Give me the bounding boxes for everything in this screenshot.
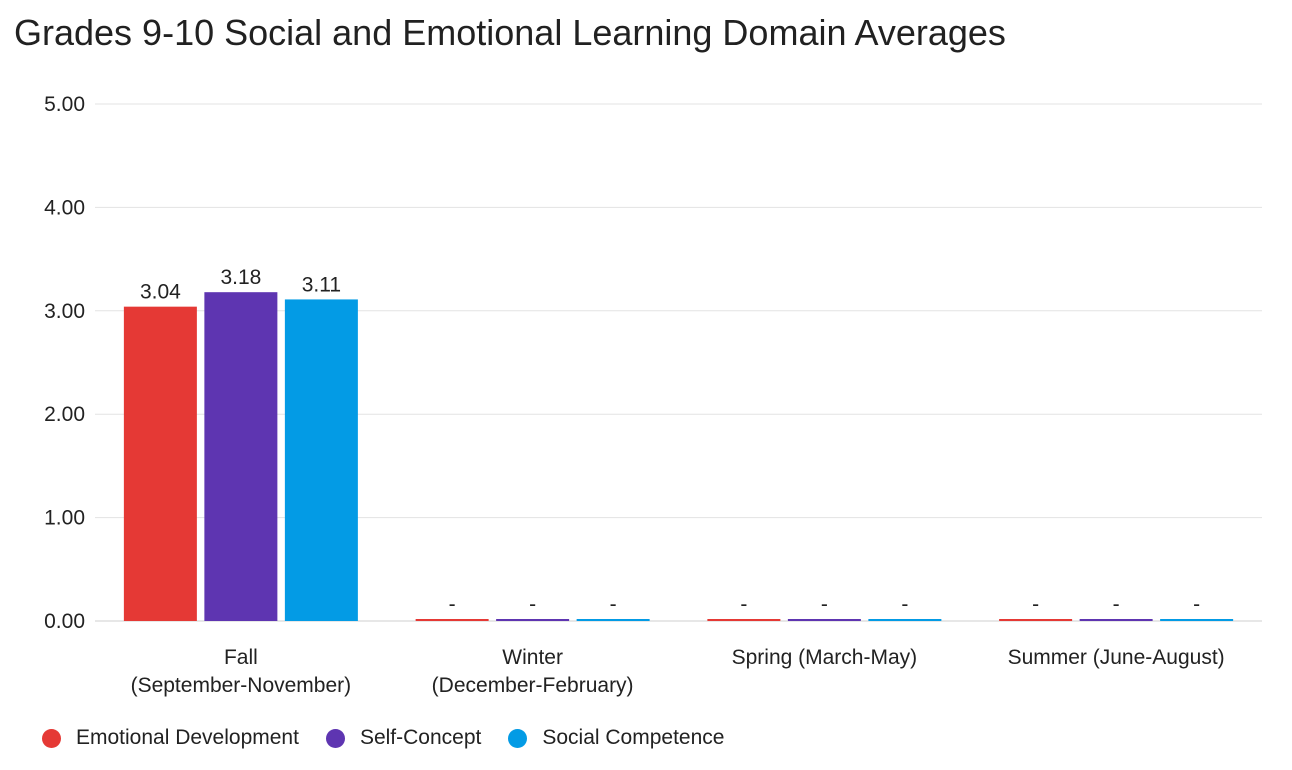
legend-swatch (325, 728, 345, 748)
x-tick-label: (December-February) (432, 674, 634, 697)
bar (1160, 619, 1234, 621)
y-tick-label: 1.00 (44, 507, 85, 530)
bar (868, 619, 942, 621)
bar (123, 306, 197, 621)
legend-label: Self-Concept (359, 726, 482, 749)
chart-title: Grades 9-10 Social and Emotional Learnin… (14, 12, 1006, 53)
legend-item: Emotional Development (42, 726, 299, 750)
legend-label: Social Competence (542, 726, 725, 749)
legend-item: Self-Concept (325, 726, 482, 750)
bar (204, 292, 278, 621)
data-label: - (529, 593, 536, 616)
legend-item: Social Competence (508, 726, 724, 750)
x-tick-label: Fall (224, 646, 258, 669)
bars (123, 292, 1234, 621)
y-tick-label: 0.00 (44, 610, 85, 633)
x-tick-label: Spring (March-May) (732, 646, 918, 669)
data-label: 3.11 (302, 273, 341, 296)
bar (284, 299, 358, 621)
data-labels: 3.04 3.18 3.11 - - - - - - - - - (140, 266, 1200, 616)
legend-label: Emotional Development (76, 726, 299, 749)
data-label: 3.18 (220, 266, 261, 289)
bar (496, 619, 570, 621)
bar (1079, 619, 1153, 621)
data-label: - (449, 593, 456, 616)
legend-swatch (42, 728, 61, 748)
bar (999, 619, 1073, 621)
data-label: - (901, 593, 908, 616)
x-tick-label: Winter (502, 646, 563, 669)
data-label: - (740, 593, 747, 616)
data-label: - (821, 593, 828, 616)
x-tick-label: Summer (June-August) (1008, 646, 1225, 669)
y-tick-label: 5.00 (44, 93, 85, 116)
bar (707, 619, 781, 621)
y-axis-ticks: 0.00 1.00 2.00 3.00 4.00 5.00 (44, 93, 85, 633)
data-label: - (1193, 593, 1200, 616)
x-tick-label: (September-November) (131, 674, 352, 697)
y-tick-label: 4.00 (44, 196, 85, 219)
x-axis-ticks: Fall (September-November) Winter (December-… (131, 646, 1225, 697)
legend: Emotional Development Self-Concept Social … (42, 726, 751, 750)
bar (415, 619, 489, 621)
data-label: - (610, 593, 617, 616)
data-label: - (1032, 593, 1039, 616)
y-tick-label: 3.00 (44, 300, 85, 323)
data-label: 3.04 (140, 281, 181, 304)
y-tick-label: 2.00 (44, 403, 85, 426)
bar (787, 619, 861, 621)
data-label: - (1113, 593, 1120, 616)
bar (576, 619, 650, 621)
legend-swatch (508, 728, 528, 748)
